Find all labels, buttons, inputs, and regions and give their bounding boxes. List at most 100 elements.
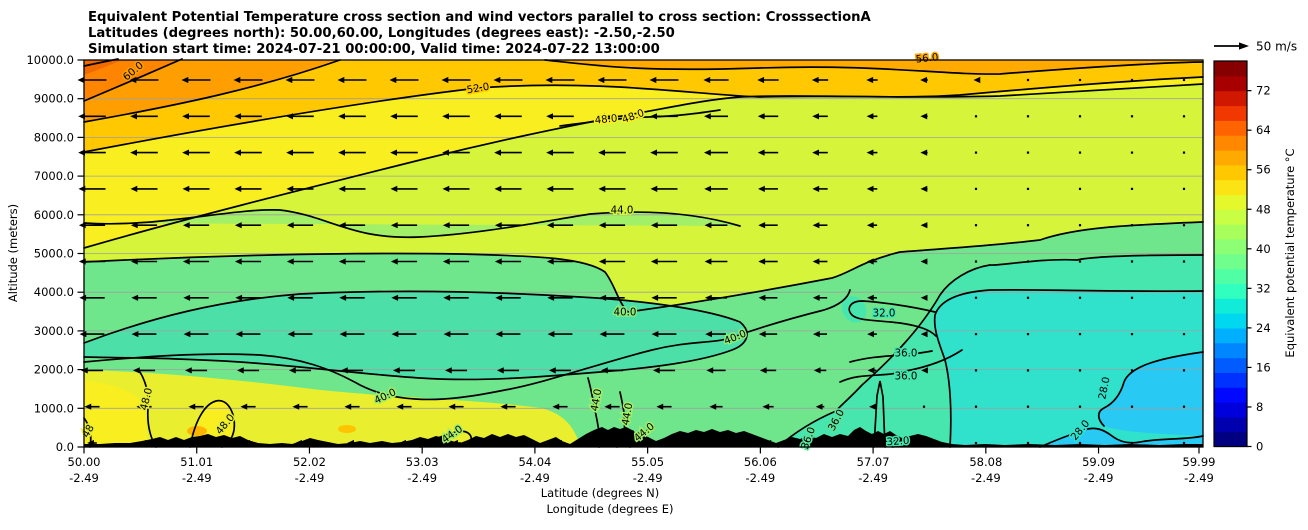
contour-line [848,300,937,337]
wind-arrow-head [494,185,502,192]
colorbar-tick-label: 16 [1256,360,1271,374]
wind-arrow-dot [1078,78,1082,82]
wind-arrow-head [704,149,711,156]
wind-legend: 50 m/s [1214,40,1297,54]
colorbar-tick-label: 40 [1256,242,1271,256]
field-region [841,296,867,323]
colorbar-segment [1214,61,1247,77]
colorbar-segment [1214,135,1247,151]
x-tick-label-lon: -2.49 [745,471,775,485]
wind-arrow-head [292,403,300,410]
wind-arrow-dot [1078,115,1082,118]
wind-arrow-head [757,113,765,120]
colorbar-segment [1214,149,1247,166]
wind-vector-field [77,76,1186,447]
wind-arrow-head [921,367,928,374]
wind-arrow-head [758,294,766,301]
wind-arrow-head [79,294,87,301]
x-tick-label-lat: 51.01 [180,455,213,469]
x-tick-label-lat: 59.09 [1082,455,1115,469]
wind-arrow-dot [974,151,978,154]
contour-label: 48.0 [594,113,618,126]
wind-arrow-head [441,76,449,84]
wind-arrow-head [136,403,144,410]
colorbar-tick-label: 56 [1256,163,1271,177]
contour-line [559,109,721,127]
wind-arrow-head [182,185,190,192]
wind-arrow-head [392,367,400,374]
wind-arrow-dot [1078,441,1082,445]
wind-arrow-head [600,367,608,374]
y-tick-label: 4000.0 [34,285,74,299]
wind-arrow-dot [1078,224,1082,227]
wind-arrow-head [444,367,452,374]
wind-arrow-head [182,222,190,229]
x-tick-label-lon: -2.49 [1184,471,1214,485]
colorbar-segment [1214,179,1247,196]
wind-arrow-dot [974,296,978,299]
y-tick-label: 6000.0 [34,208,74,222]
colorbar-segment [1214,209,1247,225]
wind-arrow-head [389,76,397,84]
wind-arrow-head [598,113,605,120]
wind-arrow-head [866,185,874,192]
wind-arrow-head [131,294,139,301]
contour-label: 44.0 [611,206,634,217]
wind-arrow-head [495,331,503,338]
x-tick-label-lon: -2.49 [295,471,325,485]
wind-arrow-dot [1182,151,1186,154]
wind-arrow-head [344,403,352,410]
wind-arrow-head [651,294,659,301]
wind-arrow-head [547,331,555,338]
wind-arrow-dot [1182,224,1186,227]
contour-line [83,59,341,123]
x-axis-label-latitude: Latitude (degrees N) [541,486,660,500]
wind-arrow-dot [1130,78,1134,82]
y-tick-label: 8000.0 [34,130,74,144]
wind-arrow-head [233,76,241,84]
plot-title: Equivalent Potential Temperature cross s… [88,10,872,25]
contour-line [777,254,1204,448]
wind-arrow-head [442,149,449,156]
wind-arrow-head [130,222,138,229]
colorbar-segment [1214,357,1247,373]
wind-arrow-dot [1026,296,1030,299]
colorbar-segment [1214,90,1247,107]
wind-arrow-head [78,222,86,229]
field-region [84,380,150,447]
colorbar-tick-label: 8 [1256,400,1263,414]
contour-line [83,76,1204,153]
colorbar [1214,61,1247,448]
wind-arrow-head [599,331,607,338]
wind-arrow-head [234,222,242,229]
wind-arrow-dot [922,405,926,408]
wind-arrow-head [184,367,192,374]
wind-arrow-dot [1130,187,1134,190]
x-tick-label-lon: -2.49 [182,471,212,485]
wind-arrow-head [442,222,450,229]
wind-arrow-head [84,403,92,410]
plot-subtitle-coords: Latitudes (degrees north): 50.00,60.00, … [88,26,675,41]
wind-arrow-head [287,294,295,301]
x-tick-label-lat: 52.02 [293,455,326,469]
wind-arrow-head [866,222,874,229]
wind-arrow-dot [1026,115,1030,118]
wind-arrow-head [757,76,765,84]
wind-arrow-head [866,76,874,84]
wind-arrow-head [234,149,241,156]
wind-arrow-head [762,403,770,410]
wind-arrow-dot [1130,151,1134,154]
wind-arrow-head [240,403,248,410]
wind-arrow-head [339,294,347,301]
wind-arrow-dot [1182,78,1186,82]
contour-label: 40.0 [614,308,637,319]
wind-arrow-dot [1026,405,1030,408]
wind-arrow-head [705,331,712,338]
y-tick-label: 10000.0 [26,53,74,67]
wind-arrow-head [920,113,928,120]
x-tick-label-lat: 58.08 [969,455,1002,469]
wind-arrow-dot [1182,115,1186,118]
x-axis: 50.00 -2.49 51.01 -2.49 52.02 -2.49 53.03 -2.49… [68,447,1215,485]
wind-arrow-head [78,149,85,156]
